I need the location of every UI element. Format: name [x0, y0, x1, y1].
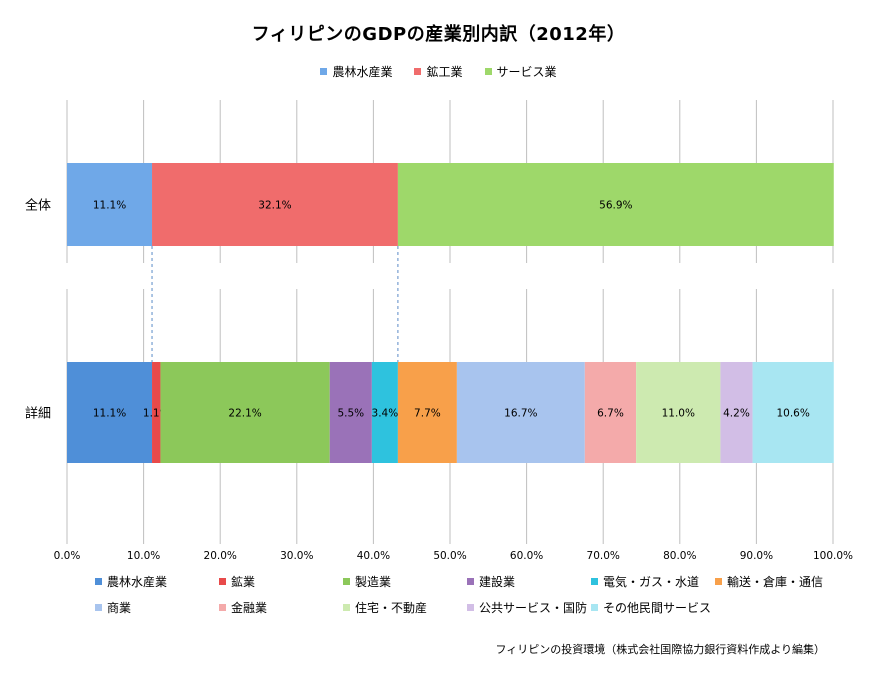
legend-item: 輸送・倉庫・通信 — [715, 573, 855, 590]
legend-label: 金融業 — [231, 601, 268, 615]
legend-swatch — [484, 68, 492, 75]
bar-segment — [152, 163, 398, 246]
legend-swatch — [219, 578, 226, 585]
legend-label: 農林水産業 — [332, 65, 393, 79]
bar-segment — [67, 163, 153, 246]
source-note: フィリピンの投資環境（株式会社国際協力銀行資料作成より編集） — [495, 643, 825, 656]
legend-swatch — [219, 604, 226, 611]
legend-label: 鉱業 — [231, 575, 256, 589]
legend-item: 住宅・不動産 — [343, 599, 467, 616]
data-label: 7.7% — [414, 408, 441, 420]
legend-swatch — [591, 604, 598, 611]
x-tick-label: 60.0% — [510, 550, 543, 562]
legend-item: 鉱業 — [219, 573, 343, 590]
x-tick-label: 10.0% — [127, 550, 160, 562]
bar-segment — [397, 163, 834, 246]
bar-segment — [160, 362, 330, 463]
legend-label: 電気・ガス・水道 — [603, 575, 700, 589]
legend-item: 農林水産業 — [95, 573, 219, 590]
x-tick-label: 30.0% — [280, 550, 313, 562]
bar-segment — [397, 362, 457, 463]
x-tick-label: 20.0% — [204, 550, 237, 562]
legend-swatch — [95, 604, 102, 611]
bar-segment — [456, 362, 585, 463]
legend-item: 製造業 — [343, 573, 467, 590]
data-label: 3.4% — [372, 408, 399, 420]
legend-item: 商業 — [95, 599, 219, 616]
legend-swatch — [343, 578, 350, 585]
data-label: 16.7% — [504, 408, 537, 420]
legend-label: 製造業 — [355, 575, 392, 589]
data-label: 11.1% — [93, 408, 126, 420]
top-legend: 農林水産業 鉱工業 サービス業 — [0, 63, 877, 80]
legend-item: 電気・ガス・水道 — [591, 573, 715, 590]
legend-label: 輸送・倉庫・通信 — [727, 575, 824, 589]
legend-item: サービス業 — [484, 63, 557, 80]
bar-segment — [584, 362, 637, 463]
bar-segment — [67, 362, 153, 463]
bar-segment — [720, 362, 753, 463]
legend-label: 商業 — [107, 601, 132, 615]
x-tick-label: 0.0% — [54, 550, 81, 562]
category-label: 詳細 — [25, 406, 51, 422]
legend-item: 公共サービス・国防 — [467, 599, 591, 616]
legend-swatch — [343, 604, 350, 611]
legend-swatch — [467, 578, 474, 585]
legend-swatch — [591, 578, 598, 585]
data-label: 56.9% — [599, 200, 632, 212]
bar-segment — [752, 362, 834, 463]
x-tick-label: 70.0% — [587, 550, 620, 562]
x-tick-label: 80.0% — [663, 550, 696, 562]
data-label: 4.2% — [723, 408, 750, 420]
bar-segment — [152, 362, 161, 463]
legend-label: 農林水産業 — [107, 575, 168, 589]
x-tick-label: 40.0% — [357, 550, 390, 562]
legend-swatch — [467, 604, 474, 611]
legend-item: その他民間サービス — [591, 599, 715, 616]
data-label: 10.6% — [776, 408, 809, 420]
data-label: 5.5% — [337, 408, 364, 420]
x-tick-label: 50.0% — [433, 550, 466, 562]
legend-swatch — [95, 578, 102, 585]
data-label: 11.0% — [662, 408, 695, 420]
legend-swatch — [320, 68, 328, 75]
legend-label: サービス業 — [496, 65, 557, 79]
legend-item: 農林水産業 — [320, 63, 392, 80]
legend-swatch — [414, 68, 422, 75]
x-tick-label: 90.0% — [740, 550, 773, 562]
legend-swatch — [715, 578, 722, 585]
legend-label: 公共サービス・国防 — [479, 601, 588, 615]
data-label: 32.1% — [258, 200, 291, 212]
bar-segment — [636, 362, 721, 463]
bar-segment — [371, 362, 398, 463]
bar-segment — [329, 362, 372, 463]
legend-label: 住宅・不動産 — [355, 601, 428, 615]
legend-label: 鉱工業 — [426, 65, 463, 79]
data-label: 6.7% — [597, 408, 624, 420]
data-label: 22.1% — [228, 408, 261, 420]
legend-item: 建設業 — [467, 573, 591, 590]
x-tick-label: 100.0% — [813, 550, 853, 562]
legend-item: 鉱工業 — [414, 63, 463, 80]
legend-label: 建設業 — [479, 575, 516, 589]
data-label: 11.1% — [93, 200, 126, 212]
legend-item: 金融業 — [219, 599, 343, 616]
chart-title: フィリピンのGDPの産業別内訳（2012年） — [251, 24, 626, 45]
legend-label: その他民間サービス — [603, 601, 712, 615]
category-label: 全体 — [25, 198, 51, 214]
bottom-legend: 農林水産業 鉱業 製造業 建設業 電気・ガス・水道 輸送・倉庫・通信商業 金融業 住宅・不動産… — [95, 573, 855, 616]
